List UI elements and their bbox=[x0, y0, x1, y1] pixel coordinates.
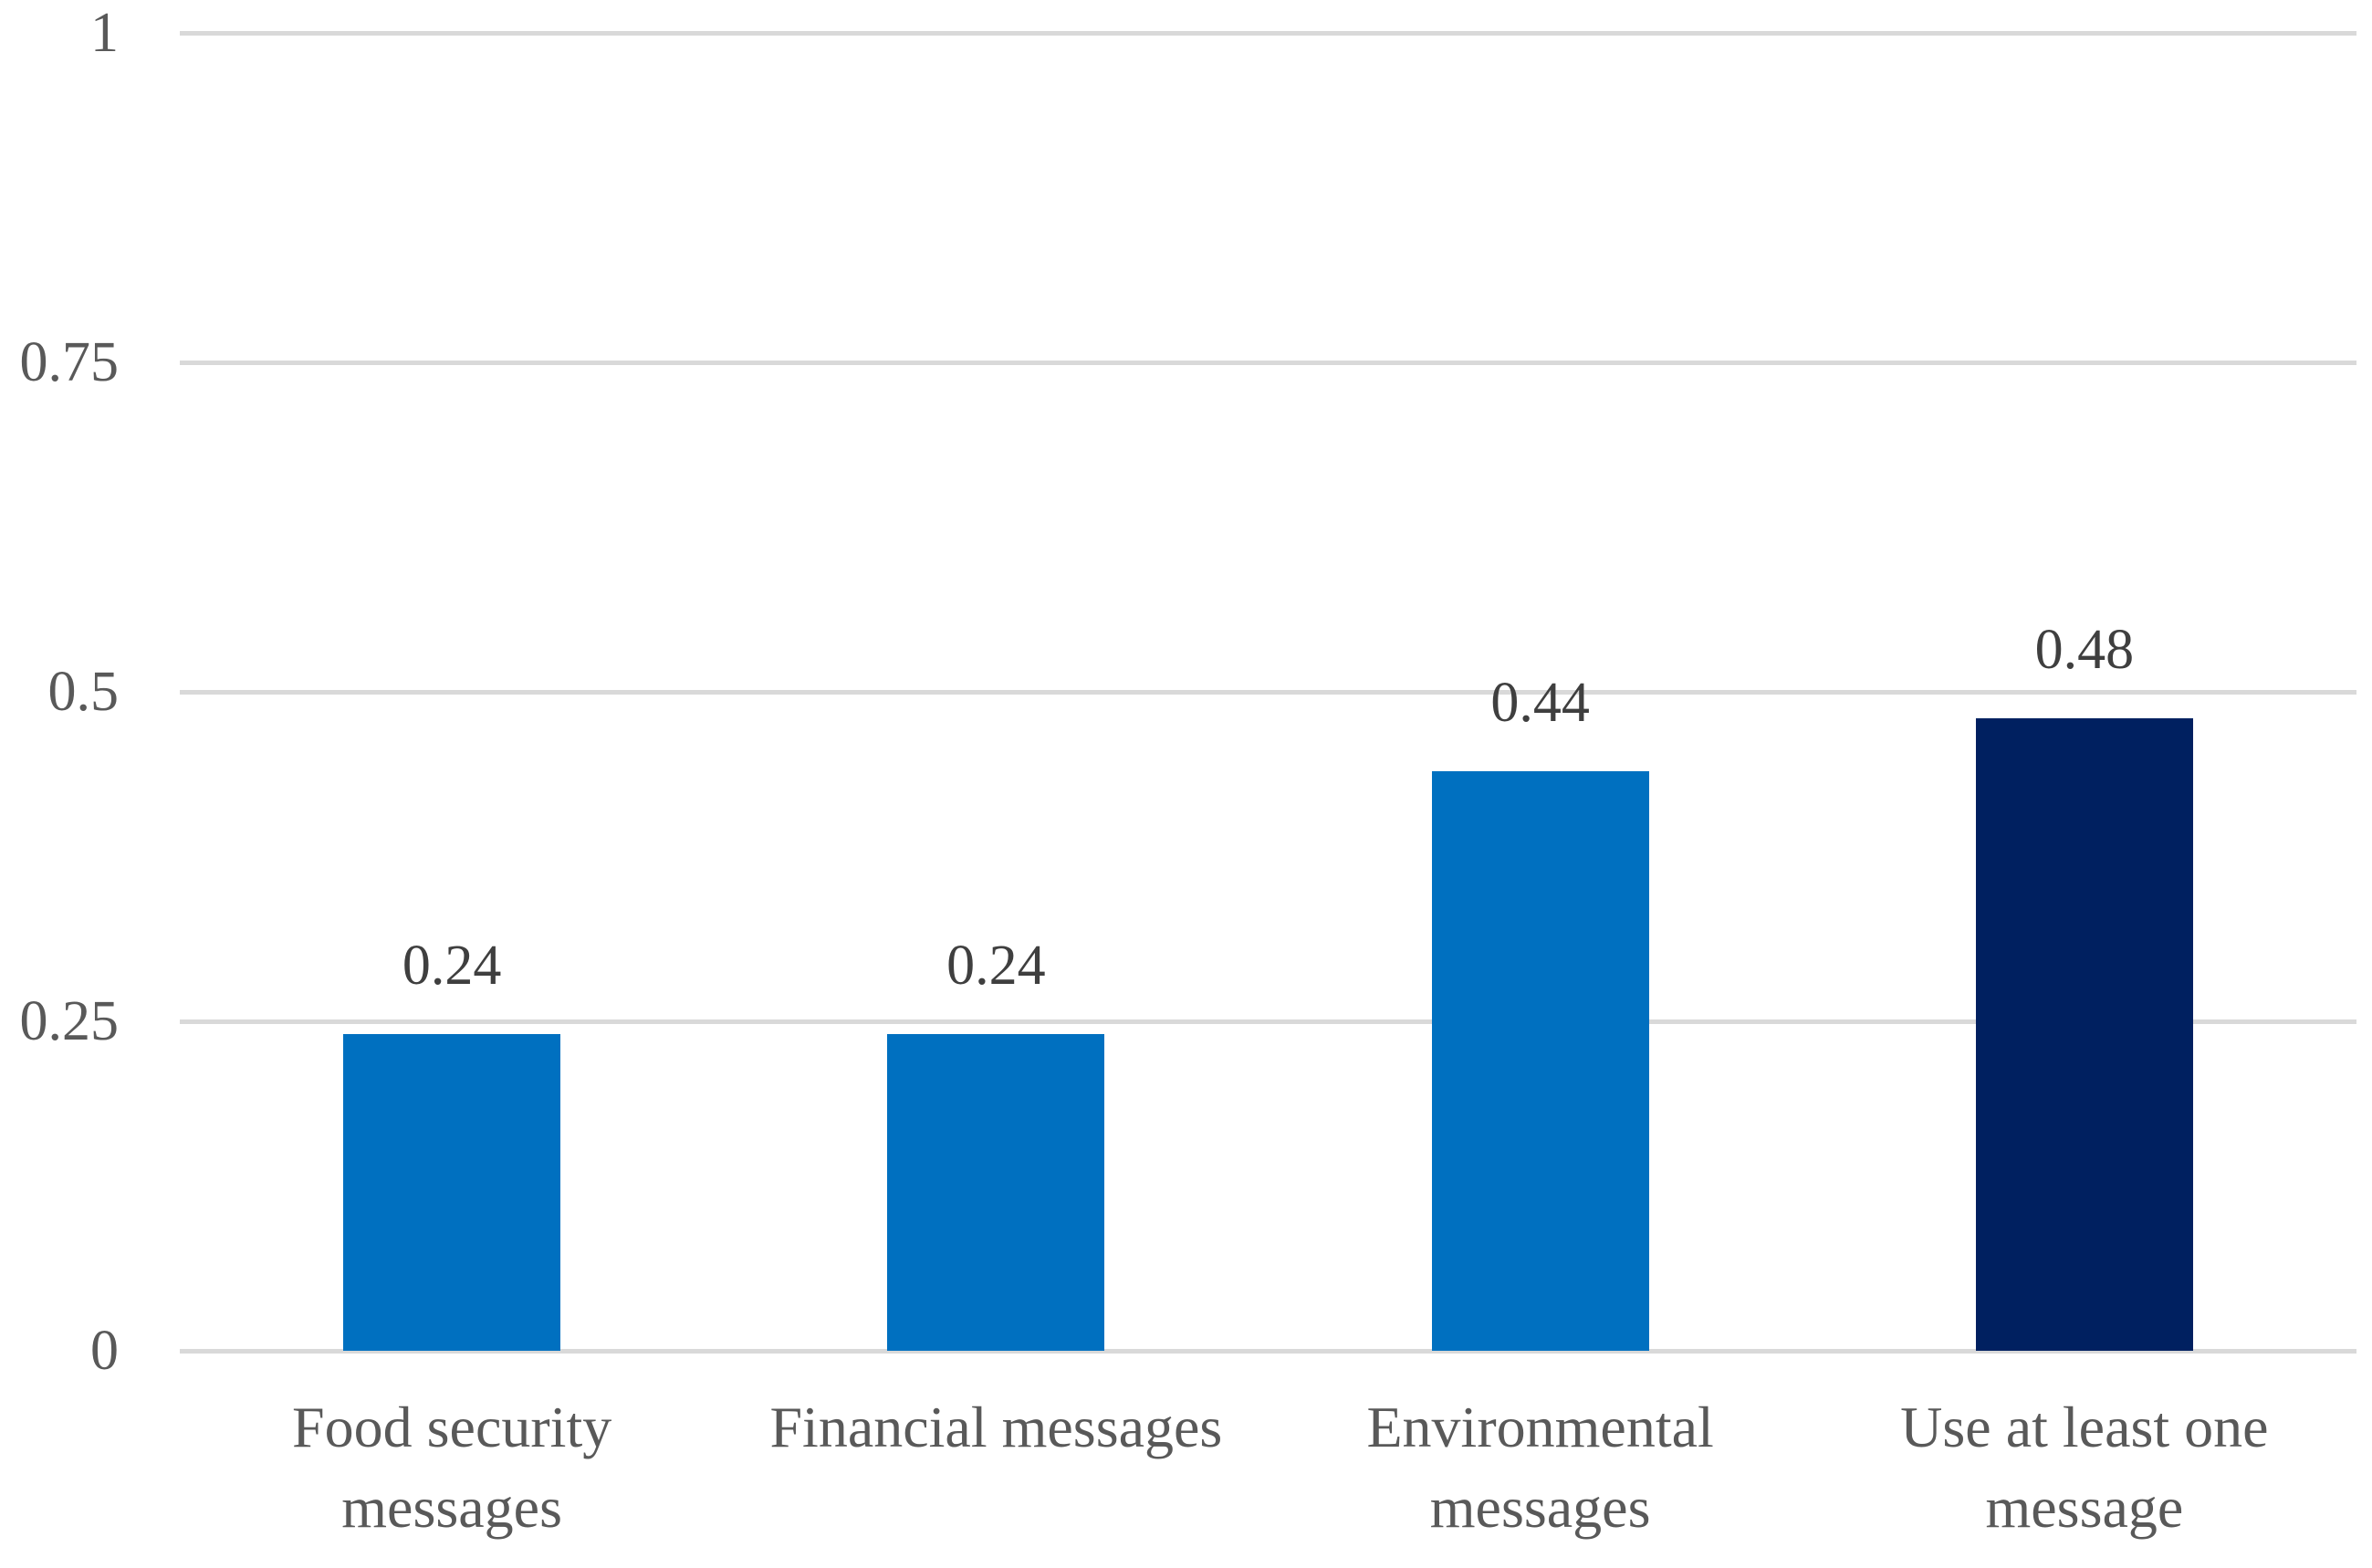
gridline-0-5 bbox=[180, 690, 2356, 695]
gridline-0 bbox=[180, 1349, 2356, 1354]
bar-value-label-food-security-messages: 0.24 bbox=[402, 935, 502, 998]
bar-food-security-messages bbox=[343, 1034, 561, 1351]
category-label-line: Environmental bbox=[1366, 1395, 1714, 1459]
category-label-food-security-messages: Food security messages bbox=[180, 1387, 724, 1548]
y-tick-label-0-25: 0.25 bbox=[19, 990, 120, 1052]
category-label-line: messages bbox=[341, 1475, 562, 1540]
category-label-environmental-messages: Environmental messages bbox=[1269, 1387, 1813, 1548]
category-label-line: messages bbox=[1429, 1475, 1651, 1540]
category-label-financial-messages: Financial messages bbox=[724, 1387, 1268, 1468]
y-tick-label-0-5: 0.5 bbox=[47, 661, 120, 723]
bar-value-label-environmental-messages: 0.44 bbox=[1490, 671, 1590, 734]
y-tick-label-1: 1 bbox=[90, 2, 119, 64]
bar-value-label-use-at-least-one-message: 0.48 bbox=[2034, 618, 2135, 681]
category-label-use-at-least-one-message: Use at least one message bbox=[1813, 1387, 2356, 1548]
gridline-0-25 bbox=[180, 1019, 2356, 1024]
bar-use-at-least-one-message bbox=[1975, 717, 2193, 1351]
bar-financial-messages bbox=[887, 1034, 1105, 1351]
gridline-1 bbox=[180, 31, 2356, 36]
category-label-line: Food security bbox=[292, 1395, 612, 1459]
gridline-0-75 bbox=[180, 361, 2356, 365]
y-tick-label-0-75: 0.75 bbox=[19, 331, 120, 393]
category-label-line: Use at least one bbox=[1900, 1395, 2269, 1459]
category-label-line: Financial messages bbox=[769, 1395, 1223, 1459]
y-tick-label-0: 0 bbox=[90, 1320, 119, 1382]
bar-environmental-messages bbox=[1431, 770, 1649, 1351]
bar-value-label-financial-messages: 0.24 bbox=[946, 935, 1046, 998]
category-label-line: message bbox=[1985, 1475, 2184, 1540]
